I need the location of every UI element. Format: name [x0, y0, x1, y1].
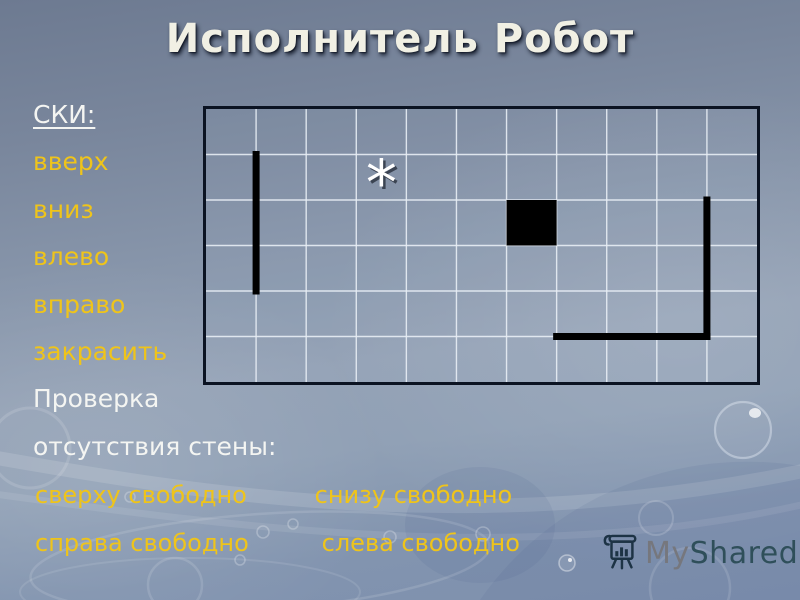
robot-star-shadow: * [368, 149, 399, 222]
myshared-logo[interactable]: MyShared [602, 533, 798, 575]
slide-title: Исполнитель Робот [165, 16, 635, 62]
check-title-line-2: отсутствия стены: [33, 431, 277, 461]
bubble [558, 554, 576, 572]
flipchart-icon [603, 534, 637, 570]
logo-shared: Shared [689, 536, 799, 571]
command-up: вверх [33, 147, 109, 177]
ski-list: СКИ: вверх вниз влево вправо закрасить П… [33, 99, 276, 478]
robot-field-canvas: ** [206, 109, 757, 382]
command-left: влево [33, 242, 110, 272]
check-bottom-free: снизу свободно [314, 481, 513, 509]
checks-row-1: сверху свободно снизу свободно [35, 481, 512, 509]
command-down: вниз [33, 194, 94, 224]
robot-field: * * [203, 106, 760, 385]
myshared-wordmark: MyShared [645, 533, 798, 575]
check-title-line-1: Проверка [33, 384, 160, 414]
checks-row-2: справа свободно слева свободно [35, 529, 520, 557]
command-paint: закрасить [33, 336, 168, 366]
check-right-free: справа свободно [35, 529, 249, 557]
bubble [713, 400, 773, 460]
logo-my: My [645, 536, 690, 571]
robot-star: * [366, 147, 397, 220]
check-left-free: слева свободно [321, 529, 520, 557]
check-top-free: сверху свободно [35, 481, 247, 509]
command-right: вправо [33, 289, 126, 319]
painted-cell [506, 200, 557, 246]
ski-heading: СКИ: [33, 100, 96, 129]
